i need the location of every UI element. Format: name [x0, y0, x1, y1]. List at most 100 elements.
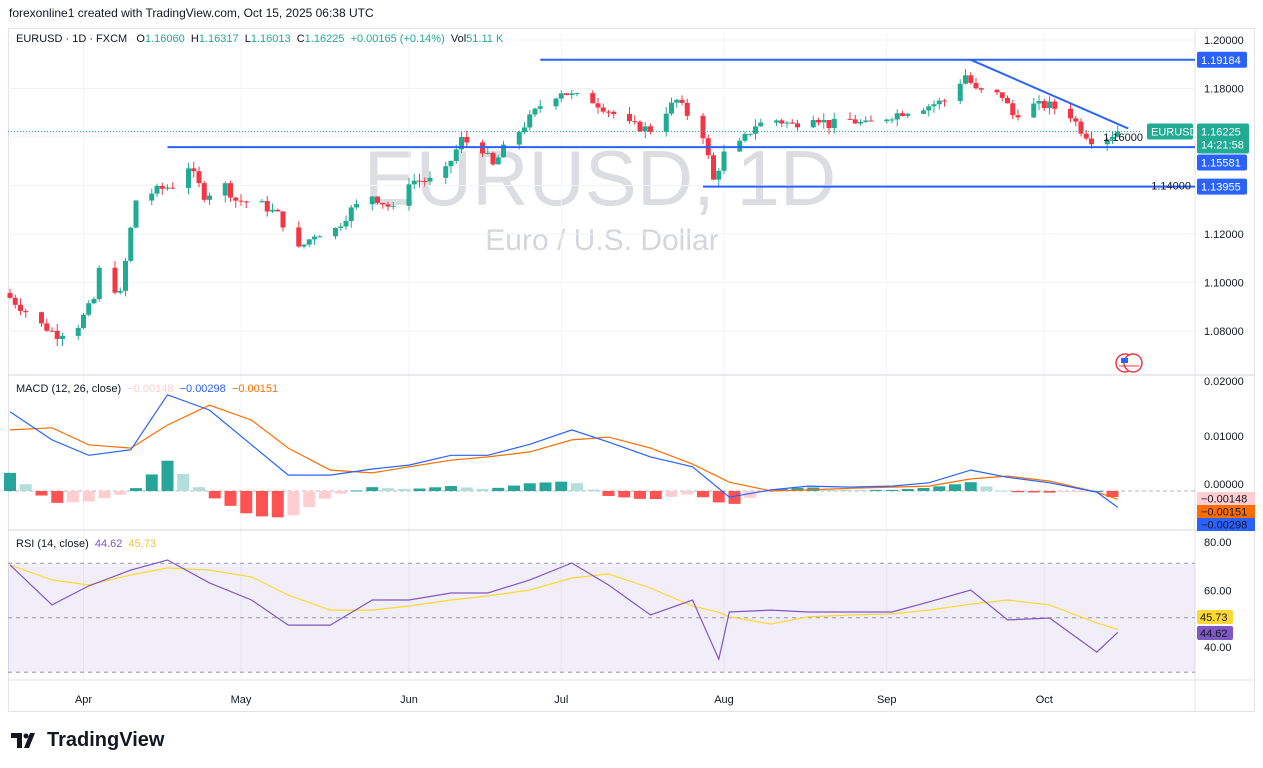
macd-tick-label: 0.01000 [1204, 431, 1244, 443]
gridlines [8, 30, 1195, 680]
candle-body [810, 119, 816, 128]
candle-body [889, 119, 895, 121]
macd-tick-label: 0.00000 [1204, 479, 1244, 491]
candle-body [569, 93, 575, 95]
candle-body [12, 297, 18, 305]
macd-histogram-bar [760, 491, 772, 492]
macd-histogram-bar [712, 491, 725, 503]
candle-body [380, 202, 386, 205]
price-tick-label: 1.10000 [1204, 278, 1244, 290]
macd-value-badge-label: −0.00298 [1201, 520, 1247, 532]
candle-body [81, 314, 86, 328]
candle-body [159, 185, 165, 189]
candle-body [427, 177, 433, 182]
candle-body [1005, 97, 1010, 104]
rsi-tick-label: 60.00 [1204, 586, 1232, 598]
macd-line [9, 394, 1119, 508]
candle-body [1041, 100, 1047, 109]
candle-body [663, 113, 669, 132]
candle-body [1052, 101, 1058, 109]
macd-histogram-bar [287, 491, 300, 516]
symbol-badge-label: EURUSD [1151, 127, 1198, 139]
candle-body [501, 144, 506, 158]
rsi-ma-value: 45.73 [128, 538, 157, 550]
candle-body [942, 100, 947, 102]
candle-body [96, 267, 102, 300]
macd-value-badge [1197, 505, 1255, 518]
candle-body [742, 134, 748, 141]
symbol-info[interactable]: EURUSD · 1D · FXCM [16, 33, 128, 45]
macd-histogram-bar [854, 489, 867, 491]
time-tick-label: Sep [877, 694, 897, 706]
macd-histogram-bar [1075, 491, 1087, 492]
macd-histogram-bar [728, 491, 741, 504]
candle-body [154, 185, 160, 194]
macd-histogram-bar [98, 491, 111, 499]
macd-histogram-bar [350, 490, 363, 492]
macd-value-badge [1197, 492, 1255, 505]
macd-histogram-bar [67, 491, 79, 503]
watermark-title: EURUSD, 1D [364, 134, 836, 222]
candle-body [789, 122, 795, 124]
candle-body [564, 93, 569, 95]
last-price-label: 1.16225 [1201, 127, 1241, 139]
candle-body [700, 115, 706, 139]
macd-value: −0.00298 [179, 383, 226, 395]
macd-histogram-bar [476, 488, 489, 491]
candle-body [317, 236, 323, 238]
time-tick-label: Apr [75, 694, 92, 706]
us-flag-icon[interactable] [1115, 353, 1143, 373]
symbol-legend[interactable]: EURUSD · 1D · FXCM O1.16060 H1.16317 L1.… [16, 33, 503, 45]
candle-body [91, 299, 97, 304]
candle-body [186, 168, 191, 189]
logo-text: TradingView [47, 729, 165, 751]
candle-body [280, 211, 286, 228]
candle-body [128, 227, 134, 261]
macd-legend[interactable]: MACD (12, 26, close) −0.00148 −0.00298 −… [16, 383, 278, 395]
candle-body [275, 209, 281, 212]
macd-histogram-bar [382, 488, 394, 491]
macd-histogram-bar [775, 489, 788, 491]
candle-body [23, 310, 29, 313]
level-price-badge [1197, 154, 1247, 171]
macd-histogram-bar [964, 482, 977, 491]
candle-body [385, 204, 391, 207]
candle-body [1110, 136, 1115, 140]
candle-body [228, 183, 233, 198]
macd-histogram-bar [665, 491, 678, 497]
candle-body [222, 183, 228, 196]
high-label: H [190, 33, 199, 45]
macd-histogram-bar [618, 491, 631, 498]
candle-body [259, 201, 265, 203]
macd-histogram-bar [933, 486, 946, 491]
candle-body [931, 104, 937, 107]
rsi-tick-label: 40.00 [1204, 642, 1232, 654]
candle-body [375, 196, 380, 203]
rsi-value-badge [1197, 626, 1233, 640]
open-label: O [136, 33, 145, 45]
candle-body [558, 93, 564, 99]
macd-histogram-bar [634, 491, 646, 499]
macd-histogram-bar [949, 484, 961, 491]
price-tick-label: 1.18000 [1204, 84, 1244, 96]
macd-histogram-bar [271, 491, 284, 518]
candle-body [553, 98, 559, 107]
macd-histogram-bar [460, 487, 473, 491]
candle-body [243, 201, 249, 203]
candle-body [600, 107, 606, 112]
tradingview-logo[interactable]: TradingView [11, 729, 164, 752]
candle-body [978, 88, 984, 90]
candle-body [826, 119, 832, 129]
candle-body [795, 123, 800, 128]
candle-body [417, 180, 422, 182]
candle-body [921, 110, 926, 114]
macd-histogram-bar [901, 488, 914, 491]
rsi-legend[interactable]: RSI (14, close) 44.62 45.73 [16, 538, 156, 550]
macd-histogram-bar [334, 491, 347, 494]
macd-histogram-bar [571, 483, 583, 491]
candle-body [207, 195, 212, 200]
candle-body [821, 119, 827, 123]
candle-body [847, 118, 853, 120]
price-tick-label: 1.20000 [1204, 35, 1244, 47]
